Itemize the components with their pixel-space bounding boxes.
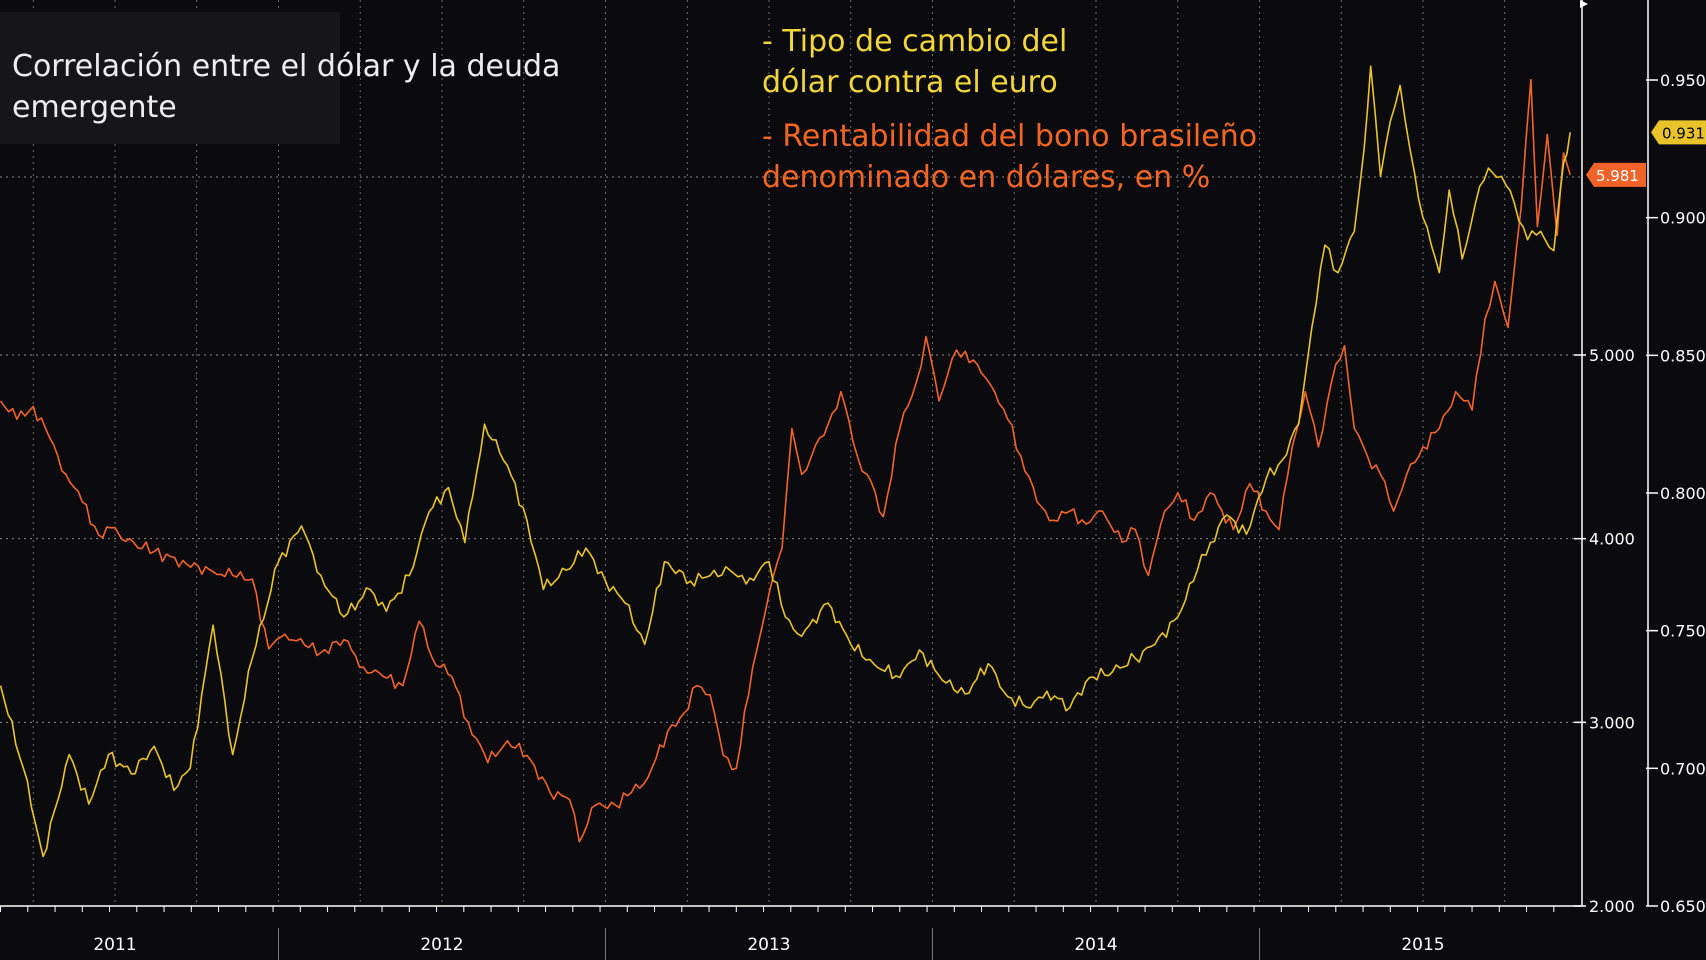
legend-bond-yield: - Rentabilidad del bono brasileño denomi… (762, 116, 1282, 198)
eurusd-axis-tick-label: 0.800 (1660, 484, 1706, 503)
bond-last-value-badge (1586, 162, 1646, 187)
eurusd-series (0, 65, 1571, 858)
bond-last-value: 5.981 (1596, 167, 1639, 185)
x-axis-year-label: 2013 (747, 935, 790, 955)
axis-arrow-icon (1580, 0, 1588, 8)
legend-bond-line-2: denominado en dólares, en % (762, 160, 1211, 195)
eurusd-axis-tick-label: 0.750 (1660, 622, 1706, 641)
eurusd-axis-tick-label: 0.650 (1660, 897, 1706, 916)
eurusd-last-value: 0.931 (1662, 124, 1705, 142)
bond-axis-tick-label: 5.000 (1589, 346, 1635, 365)
eurusd-line (0, 65, 1571, 858)
eurusd-last-value-badge (1651, 120, 1706, 145)
eurusd-axis-tick-label: 0.700 (1660, 759, 1706, 778)
eurusd-axis-tick-label: 0.850 (1660, 346, 1706, 365)
eurusd-axis-tick-label: 0.950 (1660, 71, 1706, 90)
bond-axis-tick-label: 2.000 (1589, 897, 1635, 916)
legend-bond-line-1: - Rentabilidad del bono brasileño (762, 119, 1258, 154)
bond-axis-tick-label: 4.000 (1589, 530, 1635, 549)
legend-eurusd: - Tipo de cambio del dólar contra el eur… (762, 21, 1122, 103)
bond-axis-tick-label: 3.000 (1589, 713, 1635, 732)
legend-eurusd-line-2: dólar contra el euro (762, 65, 1058, 100)
x-axis-year-label: 2015 (1401, 935, 1444, 955)
x-axis-year-label: 2012 (420, 935, 463, 955)
title-panel (0, 12, 340, 144)
gridlines (0, 0, 1582, 907)
x-axis-year-label: 2014 (1074, 935, 1117, 955)
eurusd-axis-tick-label: 0.900 (1660, 209, 1706, 228)
chart-title: Correlación entre el dólar y la deuda em… (12, 49, 561, 125)
legend-eurusd-line-1: - Tipo de cambio del (762, 24, 1068, 59)
last-value-labels: 0.931 5.981 (1586, 120, 1706, 187)
x-axis-year-label: 2011 (93, 935, 136, 955)
